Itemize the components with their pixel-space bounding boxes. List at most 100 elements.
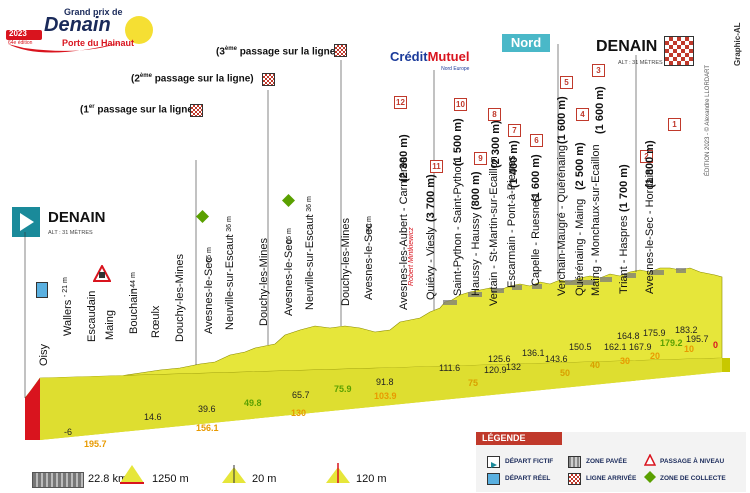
logo-title-big: Denain	[44, 14, 111, 36]
remain-75: 75	[468, 378, 479, 388]
sector-1-badge: 1	[668, 118, 681, 131]
sector-5-name: Verchain-Maugré - Quérénaing	[556, 144, 568, 296]
place-oisy: Oisy	[38, 344, 50, 366]
remain-0: 0	[713, 340, 719, 350]
sector-5-len: (1 600 m)	[556, 96, 568, 144]
sector-3-len: (1 600 m)	[594, 86, 606, 134]
place-avesnes-2-alt: - 66 m	[286, 228, 293, 248]
sector-6-name: Capelle - Ruesnes	[530, 195, 542, 287]
km-39-6: 39.6	[198, 404, 216, 414]
km-14-6: 14.6	[144, 412, 162, 422]
scale-cobbles: 22.8 km	[88, 473, 128, 485]
scale-alt-2: 120 m	[356, 473, 387, 485]
place-bouchain-alt: - 44 m	[130, 272, 137, 292]
sector-12-badge: 12	[394, 96, 407, 109]
place-roeulx: Rœulx	[150, 305, 162, 338]
bank-logo: CréditMutuel Nord Europe	[390, 48, 469, 72]
altitude-scale-icon-2	[326, 463, 350, 483]
passage-2-label: (2ème passage sur la ligne)	[131, 73, 254, 85]
place-wallers: Wallers	[62, 299, 74, 336]
sector-6-len: (1 600 m)	[530, 154, 542, 202]
sector-2-name: Triant - Haspres	[618, 215, 630, 294]
km-125-6: 125.6	[488, 354, 511, 364]
place-avesnes-3-alt: - 66 m	[366, 216, 373, 236]
remain-10: 10	[684, 344, 695, 354]
km-164-8: 164.8	[617, 331, 640, 341]
sector-9-name: Haussy - Haussy	[470, 212, 482, 296]
cobbled-zones	[443, 268, 686, 305]
km-195-7-end: 195.7	[686, 334, 709, 344]
start-alt: ALT : 31 MÈTRES	[48, 230, 93, 236]
passage-1-label: (1er passage sur la ligne)	[80, 104, 197, 116]
logo-year: 2023	[9, 29, 27, 38]
scale-alt-1: 20 m	[252, 473, 277, 485]
sector-3-name: Maing - Monchaux-sur-Ecaillon	[590, 144, 602, 296]
km-111-6: 111.6	[439, 363, 461, 373]
legend-depart-reel: DÉPART RÉEL	[505, 475, 551, 482]
depart-reel-legend-icon	[487, 473, 500, 485]
place-neuville-2: Neuville-sur-Escaut	[304, 214, 316, 310]
level-crossing-icon	[93, 265, 111, 282]
km-150-5: 150.5	[569, 342, 592, 352]
remain-103-9: 103.9	[374, 391, 397, 401]
profile-front	[40, 358, 722, 440]
leader-lines	[24, 44, 637, 398]
km-minus6: -6	[64, 427, 73, 437]
legend-depart-fictif: DÉPART FICTIF	[505, 458, 554, 465]
finish-flag-icon	[664, 36, 694, 66]
region-logo: Nord	[502, 34, 550, 52]
start-name: DENAIN	[48, 209, 106, 226]
sector-7-len: (1 400 m)	[508, 140, 520, 188]
passage-3-label: (3ème passage sur la ligne)	[216, 46, 339, 58]
sector-10-name: Saint-Python - Saint-Python	[452, 160, 464, 296]
start-marker	[12, 207, 40, 237]
place-neuville-1: Neuville-sur-Escaut	[224, 234, 236, 330]
sector-3-badge: 3	[592, 64, 605, 77]
region-name: Nord	[510, 35, 542, 50]
legend-zone-pavee: ZONE PAVÉE	[586, 458, 627, 465]
logo-subtitle: Porte du Hainaut	[62, 38, 135, 48]
km-167-9: 167.9	[629, 342, 652, 352]
sector-11-name: Quiévy - Viesly	[425, 226, 437, 300]
sector-5-badge: 5	[560, 76, 573, 89]
sector-2-badge: 2	[640, 150, 653, 163]
place-douchy-2: Douchy-les-Mines	[258, 237, 270, 326]
sector-10-badge: 10	[454, 98, 467, 111]
place-escaudain: Escaudain	[86, 290, 98, 342]
km-183-2: 183.2	[675, 325, 698, 335]
finish-name: DENAIN	[596, 38, 658, 55]
sector-8-name: Vertain - St-Martin-sur-Ecaillon	[488, 156, 500, 306]
km-91-8: 91.8	[376, 377, 394, 387]
km-132: 132	[506, 362, 522, 372]
passage-1-flag-icon	[190, 104, 203, 117]
legend-title: LÉGENDE	[476, 432, 562, 445]
distance-scale-icon	[120, 465, 144, 484]
bank-sub: Nord Europe	[441, 66, 470, 72]
logo-title-small: Grand prix de	[64, 7, 123, 17]
cobbles-scale-icon	[32, 472, 84, 488]
sector-4-badge: 4	[576, 108, 589, 121]
remain-40: 40	[590, 360, 601, 370]
place-bouchain: Bouchain	[128, 288, 140, 334]
bank-name-a: Crédit	[390, 49, 428, 64]
sector-12-len: (2 300 m)	[398, 134, 410, 182]
sector-2-len: (1 700 m)	[618, 164, 630, 212]
place-douchy-3: Douchy-les-Mines	[340, 217, 352, 306]
remain-130: 130	[291, 408, 307, 418]
sector-8-badge: 8	[488, 108, 501, 121]
place-avesnes-1-alt: - 66 m	[206, 247, 213, 267]
sector-11-len: (3 700 m)	[425, 174, 437, 222]
passage-3-flag-icon	[334, 44, 347, 57]
remain-20: 20	[650, 351, 661, 361]
place-maing: Maing	[104, 310, 116, 340]
remain-195-7: 195.7	[84, 439, 107, 449]
km-143-6: 143.6	[545, 354, 568, 364]
zone-collecte-icon	[644, 471, 656, 483]
ligne-arrivee-icon	[568, 473, 581, 485]
sector-8-len: (2 300 m)	[490, 120, 502, 168]
sector-9-badge: 9	[474, 152, 487, 165]
place-neuville-1-alt: - 36 m	[226, 216, 233, 236]
km-49-8: 49.8	[244, 398, 262, 408]
place-wallers-alt: - 21 m	[62, 277, 69, 297]
signature: Robert Mintkiewicz	[408, 227, 415, 286]
